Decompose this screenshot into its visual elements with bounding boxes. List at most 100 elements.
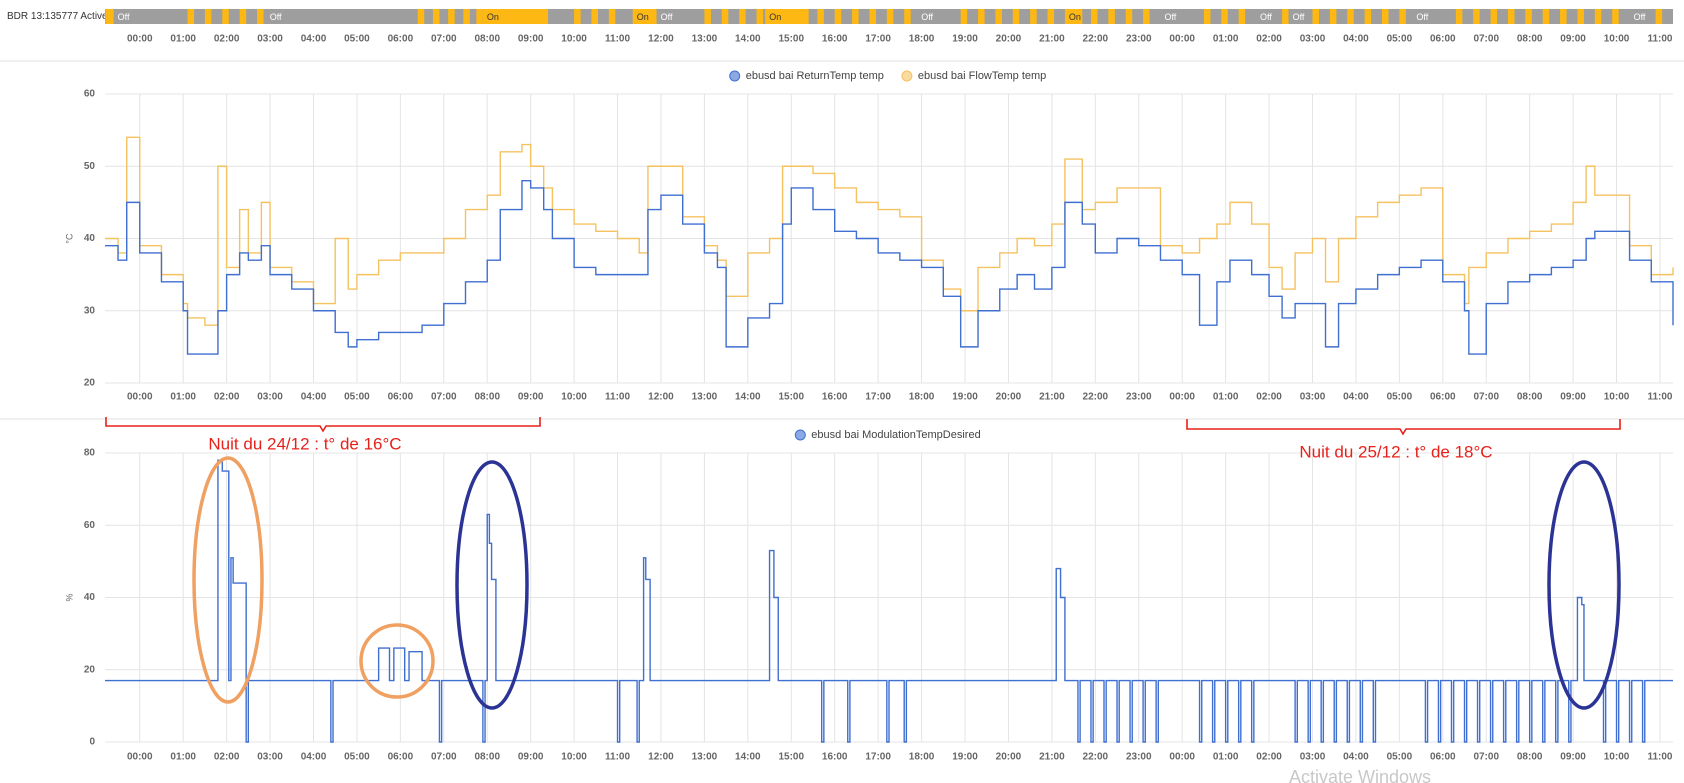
x-tick-label: 05:00 — [344, 34, 370, 45]
y-tick-label: 60 — [84, 520, 96, 531]
x-tick-label: 17:00 — [865, 34, 891, 45]
y-tick-label: 20 — [84, 664, 96, 675]
x-tick-label: 12:00 — [648, 392, 674, 403]
legend-marker — [729, 70, 741, 82]
state-segment — [960, 9, 968, 24]
x-tick-label: 02:00 — [1256, 34, 1282, 45]
state-segment — [1629, 9, 1652, 24]
state-segment — [852, 9, 859, 24]
state-segment — [239, 9, 247, 24]
state-segment — [1329, 9, 1337, 24]
state-segment — [1047, 9, 1055, 24]
annotation: Nuit du 25/12 : t° de 18°C — [1299, 442, 1492, 461]
x-tick-label: 04:00 — [301, 752, 327, 763]
y-tick-label: 30 — [84, 305, 96, 316]
x-tick-label: 13:00 — [692, 752, 718, 763]
y-axis-label: % — [64, 593, 74, 601]
x-tick-label: 16:00 — [822, 392, 848, 403]
state-segment — [1288, 9, 1313, 24]
state-label: Off — [1293, 12, 1305, 22]
x-tick-label: 14:00 — [735, 392, 761, 403]
state-segment — [1347, 9, 1354, 24]
x-tick-label: 11:00 — [1647, 392, 1672, 403]
series-line — [105, 459, 1673, 743]
x-tick-label: 00:00 — [127, 752, 153, 763]
x-tick-label: 10:00 — [1604, 392, 1630, 403]
state-segment — [1108, 9, 1115, 24]
state-segment — [1282, 9, 1289, 24]
x-tick-label: 06:00 — [388, 392, 414, 403]
y-axis-label: °C — [64, 233, 74, 244]
x-tick-label: 08:00 — [1517, 752, 1543, 763]
x-tick-label: 07:00 — [431, 34, 457, 45]
x-tick-label: 07:00 — [431, 752, 457, 763]
x-tick-label: 06:00 — [388, 752, 414, 763]
state-segment — [704, 9, 711, 24]
x-tick-label: 20:00 — [996, 392, 1022, 403]
x-tick-label: 00:00 — [1169, 392, 1195, 403]
state-segment — [417, 9, 425, 24]
x-tick-label: 01:00 — [170, 392, 196, 403]
x-tick-label: 13:00 — [692, 392, 718, 403]
y-tick-label: 0 — [89, 737, 95, 748]
x-tick-label: 19:00 — [952, 752, 978, 763]
x-tick-label: 06:00 — [1430, 34, 1456, 45]
state-segment — [1399, 9, 1406, 24]
x-tick-label: 04:00 — [1343, 392, 1369, 403]
x-tick-label: 08:00 — [1517, 34, 1543, 45]
x-tick-label: 07:00 — [1473, 34, 1499, 45]
state-segment — [1381, 9, 1389, 24]
state-segment — [1525, 9, 1532, 24]
state-segment — [1312, 9, 1320, 24]
x-tick-label: 03:00 — [1300, 752, 1326, 763]
state-segment — [463, 9, 470, 24]
x-tick-label: 05:00 — [344, 752, 370, 763]
legend-marker — [794, 429, 806, 441]
x-tick-label: 18:00 — [909, 34, 935, 45]
state-segment — [1577, 9, 1584, 24]
state-segment — [995, 9, 1002, 24]
x-tick-label: 03:00 — [1300, 34, 1326, 45]
state-segment — [1203, 9, 1211, 24]
state-label: Off — [921, 12, 933, 22]
watermark: Activate Windows — [1289, 767, 1431, 783]
x-tick-label: 04:00 — [1343, 34, 1369, 45]
state-segment — [1594, 9, 1602, 24]
state-segment — [1473, 9, 1480, 24]
state-segment — [869, 9, 876, 24]
x-tick-label: 05:00 — [344, 392, 370, 403]
state-segment — [574, 9, 581, 24]
x-tick-label: 16:00 — [822, 34, 848, 45]
x-tick-label: 14:00 — [735, 752, 761, 763]
x-tick-label: 09:00 — [1560, 392, 1586, 403]
bracket — [105, 417, 541, 433]
annotation: Nuit du 24/12 : t° de 16°C — [208, 434, 401, 453]
x-tick-label: 10:00 — [561, 34, 587, 45]
y-tick-label: 40 — [84, 233, 96, 244]
x-tick-label: 17:00 — [865, 392, 891, 403]
state-segment — [1364, 9, 1372, 24]
x-tick-label: 00:00 — [1169, 34, 1195, 45]
highlight-ellipse — [1547, 460, 1621, 710]
state-segment — [1612, 9, 1619, 24]
state-segment — [834, 9, 842, 24]
state-segment — [886, 9, 894, 24]
x-tick-label: 15:00 — [778, 34, 804, 45]
state-segment — [265, 9, 418, 24]
x-tick-label: 02:00 — [214, 392, 240, 403]
state-segment — [1507, 9, 1515, 24]
x-tick-label: 04:00 — [301, 34, 327, 45]
y-tick-label: 60 — [84, 89, 96, 100]
state-segment — [817, 9, 824, 24]
legend-item: ebusd bai ReturnTemp temp — [729, 70, 884, 82]
state-segment — [608, 9, 616, 24]
state-segment — [756, 9, 764, 24]
state-label: Off — [1164, 12, 1176, 22]
state-label: Off — [661, 12, 673, 22]
state-segment — [978, 9, 985, 24]
x-tick-label: 12:00 — [648, 34, 674, 45]
state-segment — [765, 9, 809, 24]
state-segment — [721, 9, 729, 24]
highlight-ellipse — [455, 460, 529, 710]
state-label: On — [769, 12, 781, 22]
